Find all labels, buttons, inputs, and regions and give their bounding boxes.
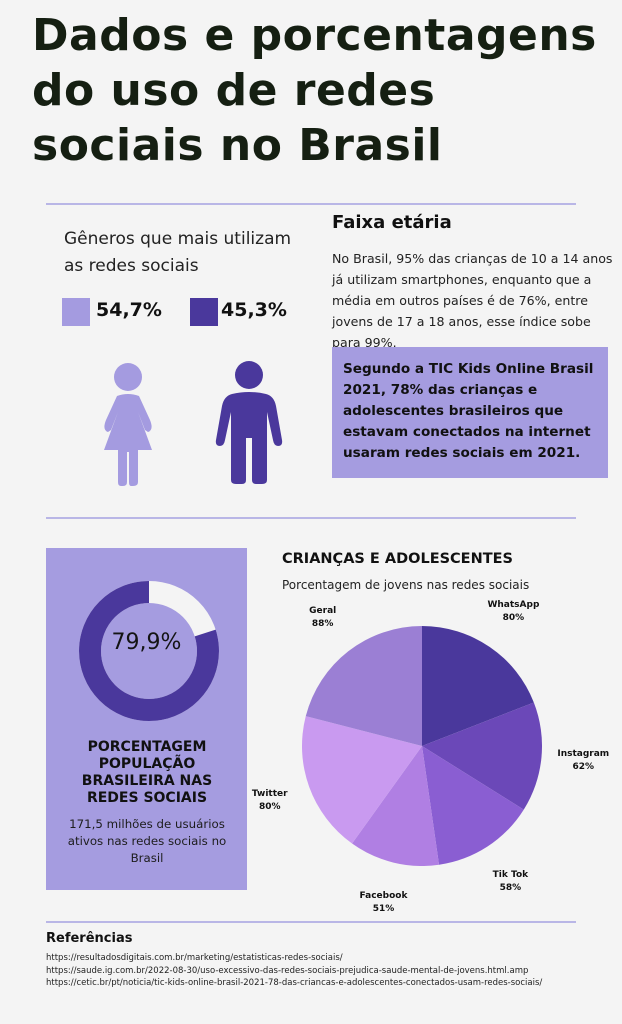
reference-link[interactable]: https://saude.ig.com.br/2022-08-30/uso-e… xyxy=(46,965,529,976)
pie-label-facebook: Facebook 51% xyxy=(349,890,419,916)
pie-label-value: 58% xyxy=(499,882,522,893)
population-subtitle: 171,5 milhões de usuários ativos nas red… xyxy=(67,817,227,865)
pie-label-tik-tok: Tik Tok 58% xyxy=(475,869,545,895)
age-text: No Brasil, 95% das crianças de 10 a 14 a… xyxy=(332,251,613,350)
highlight-box xyxy=(332,347,608,478)
pie-slice-tik-tok xyxy=(422,746,524,865)
population-donut xyxy=(79,581,219,721)
pie-slice-facebook xyxy=(352,746,440,866)
genders-heading: Gêneros que mais utilizam as redes socia… xyxy=(64,229,292,276)
reference-link[interactable]: https://cetic.br/pt/noticia/tic-kids-onl… xyxy=(46,978,543,989)
pie-label-value: 80% xyxy=(258,802,281,813)
pie-slice-twitter xyxy=(302,716,422,844)
title-line: do uso de redes xyxy=(32,65,436,116)
pie-label-value: 62% xyxy=(572,762,595,773)
pie-slice-whatsapp xyxy=(422,626,534,746)
reference-link[interactable]: https://resultadosdigitais.com.br/market… xyxy=(46,953,343,963)
title-line: sociais no Brasil xyxy=(32,120,443,171)
population-title: PORCENTAGEM POPULAÇÃO BRASILEIRA NAS RED… xyxy=(81,739,213,806)
pie-label-name: Tik Tok xyxy=(492,869,529,880)
divider xyxy=(46,921,576,923)
age-heading: Faixa etária xyxy=(332,212,452,233)
pie-label-value: 88% xyxy=(311,619,334,629)
pie-label-twitter: Twitter 80% xyxy=(235,788,305,814)
pie-slice-instagram xyxy=(422,702,542,810)
pie-label-instagram: Instagram 62% xyxy=(548,748,618,774)
pie-label-name: Twitter xyxy=(251,789,288,800)
male-color-swatch xyxy=(190,298,218,326)
pie-label-name: Instagram xyxy=(557,749,610,760)
male-person-icon xyxy=(215,361,283,484)
female-person-icon xyxy=(104,363,152,486)
male-percent: 45,3% xyxy=(221,299,287,321)
pie-label-geral: Geral 88% xyxy=(288,605,358,631)
divider xyxy=(46,517,576,519)
pie-label-name: Facebook xyxy=(359,891,408,902)
pie-slice-geral xyxy=(305,626,422,746)
chart-subtitle: Porcentagem de jovens nas redes sociais xyxy=(282,578,530,592)
chart-title: CRIANÇAS E ADOLESCENTES xyxy=(282,551,513,567)
references-list: https://resultadosdigitais.com.br/market… xyxy=(46,952,606,990)
pie-label-name: WhatsApp xyxy=(487,600,540,611)
pie-label-value: 51% xyxy=(372,904,395,915)
title-line: Dados e porcentagens xyxy=(32,10,597,61)
pie-chart xyxy=(302,626,542,866)
divider xyxy=(46,203,576,205)
page-title: Dados e porcentagens do uso de redes soc… xyxy=(32,8,602,173)
female-color-swatch xyxy=(62,298,90,326)
highlight-text: Segundo a TIC Kids Online Brasil 2021, 7… xyxy=(343,361,594,461)
donut-arc xyxy=(79,581,219,721)
references-heading: Referências xyxy=(46,931,133,946)
female-percent: 54,7% xyxy=(96,299,162,321)
pie-label-whatsapp: WhatsApp 80% xyxy=(478,599,548,625)
pie-label-value: 80% xyxy=(502,613,525,624)
pie-label-name: Geral xyxy=(309,606,337,616)
donut-value: 79,9% xyxy=(111,630,182,655)
